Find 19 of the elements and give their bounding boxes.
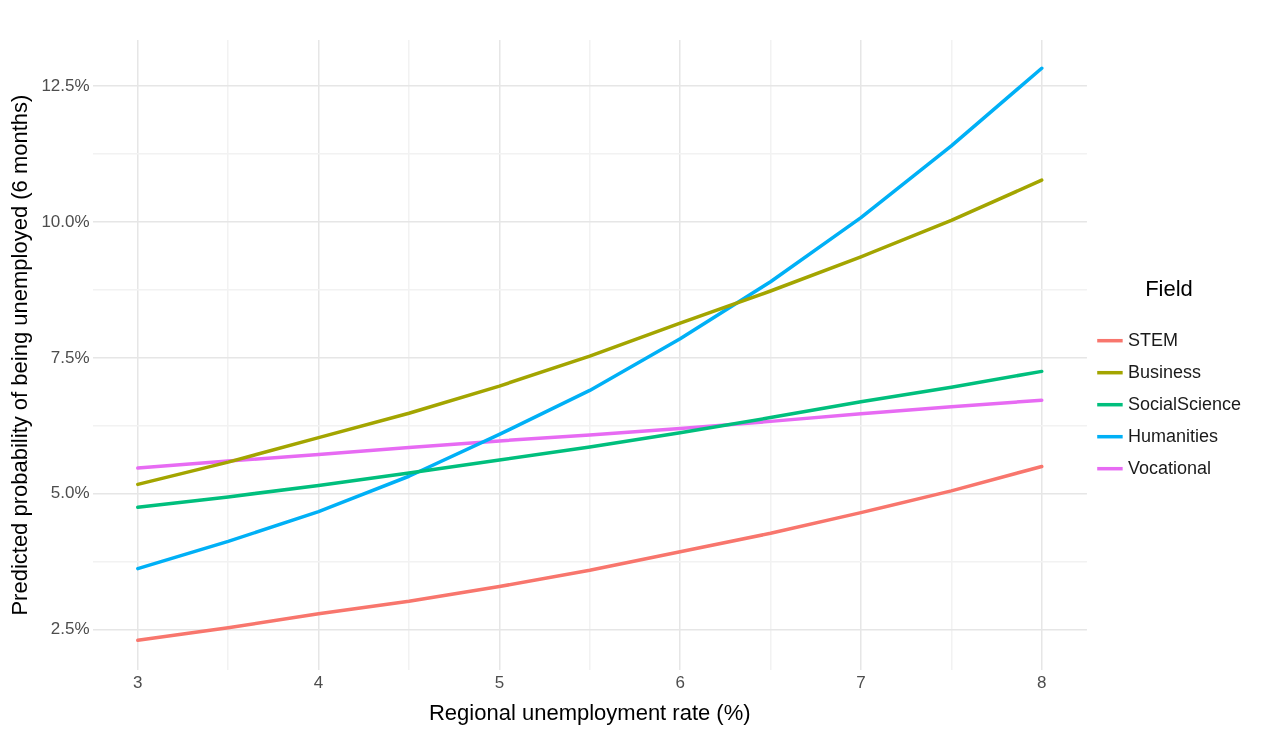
x-tick-label: 4 (313, 673, 324, 693)
y-tick-label: 7.5% (50, 347, 90, 367)
x-tick-label: 7 (856, 673, 866, 693)
legend-label: Vocational (1127, 457, 1212, 478)
y-tick-label: 2.5% (50, 619, 90, 639)
x-tick-label: 5 (494, 673, 505, 693)
y-tick-label: 5.0% (50, 483, 90, 503)
x-tick-label: 6 (675, 673, 685, 693)
y-tick-label: 12.5% (41, 75, 90, 95)
legend-label: Business (1127, 361, 1201, 382)
legend-title: Field (1145, 276, 1193, 302)
x-axis-title: Regional unemployment rate (%) (428, 699, 751, 725)
legend-label: STEM (1127, 329, 1178, 350)
x-tick-label: 3 (133, 673, 143, 693)
y-tick-label: 10.0% (41, 211, 90, 231)
x-tick-label: 8 (1037, 673, 1047, 693)
legend-label: Humanities (1127, 425, 1218, 446)
y-axis-title: Predicted probability of being unemployed (6 months) (7, 94, 33, 616)
legend-label: SocialScience (1127, 393, 1241, 414)
